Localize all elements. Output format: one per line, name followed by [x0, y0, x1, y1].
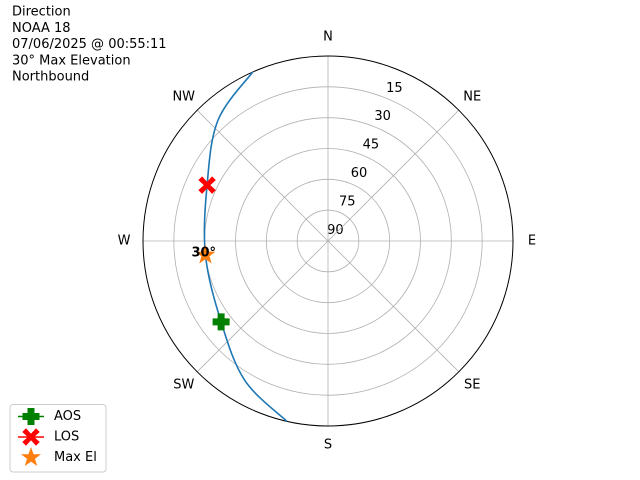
title-line: 30° Max Elevation [12, 53, 131, 68]
legend-label: Max El [54, 450, 97, 465]
grid-spoke [327, 240, 460, 373]
theta-tick-label: S [324, 438, 332, 453]
legend-marker [22, 408, 40, 425]
grid-spoke [196, 109, 329, 242]
outer-frame [142, 55, 514, 427]
track [203, 71, 288, 422]
r-tick-label: 90 [327, 223, 344, 238]
theta-tick-label: N [323, 30, 333, 45]
r-tick-label: 15 [386, 81, 403, 96]
title-line: Northbound [12, 70, 89, 85]
legend-marker [20, 446, 42, 467]
marker [212, 313, 230, 331]
title-line: NOAA 18 [12, 21, 71, 36]
r-tick-label: 75 [339, 195, 356, 210]
annotation: 30° [191, 245, 216, 260]
theta-tick-label: E [528, 234, 536, 249]
title-line: Direction [12, 5, 71, 20]
marker [195, 244, 216, 264]
theta-tick-label: NE [463, 89, 481, 104]
legend-label: AOS [54, 409, 81, 424]
grid-spoke [327, 109, 460, 242]
theta-tick-label: W [118, 234, 131, 249]
legend-marker [22, 428, 40, 446]
grid-spoke [196, 240, 329, 373]
title-line: 07/06/2025 @ 00:55:11 [12, 37, 167, 52]
theta-tick-label: SE [464, 378, 480, 393]
theta-tick-label: NW [172, 89, 195, 104]
legend-label: LOS [54, 430, 79, 445]
theta-tick-label: SW [173, 378, 194, 393]
marker [198, 176, 216, 194]
r-tick-label: 60 [351, 166, 368, 181]
r-tick-label: 30 [374, 109, 391, 124]
r-tick-label: 45 [363, 138, 380, 153]
